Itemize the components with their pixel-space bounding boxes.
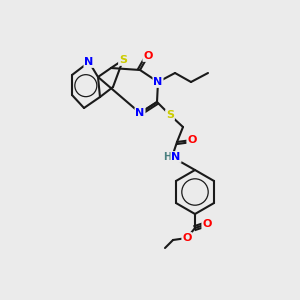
Text: S: S xyxy=(119,55,127,65)
Text: O: O xyxy=(143,51,153,61)
Text: O: O xyxy=(187,135,197,145)
Text: N: N xyxy=(153,77,163,87)
Text: O: O xyxy=(202,219,212,229)
Text: N: N xyxy=(84,57,94,67)
Text: S: S xyxy=(166,110,174,120)
Text: O: O xyxy=(182,233,192,243)
Text: N: N xyxy=(135,108,145,118)
Text: N: N xyxy=(171,152,181,162)
Text: H: H xyxy=(163,152,171,162)
